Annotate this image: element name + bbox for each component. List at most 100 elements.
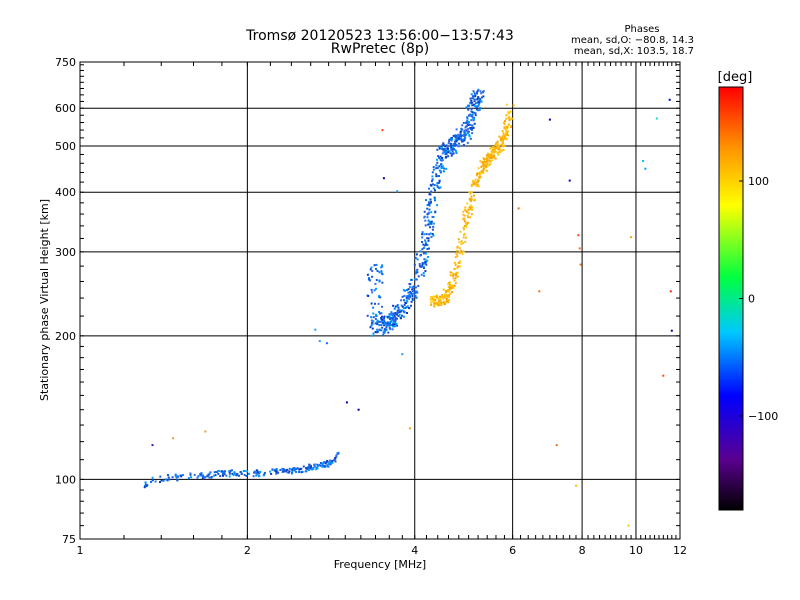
o-upper-point [464,129,467,132]
o-trace-point [162,479,165,482]
o-upper-point [477,96,480,99]
o-trace-point [259,470,262,473]
o-upper-point [429,226,431,229]
x-trace-point [507,134,509,137]
o-trace-point [213,474,215,477]
o-upper-point [390,323,393,326]
x-trace-point [470,191,473,194]
o-trace-point [217,473,220,475]
x-trace-point [469,208,472,211]
o-upper-point [459,131,462,133]
o-upper-point [436,158,438,161]
x-trace-point [487,164,490,167]
o-trace-point [285,470,288,473]
o-upper-point [439,171,442,174]
x-trace-point [458,241,461,244]
o-trace-point [315,468,318,471]
y-tick-label: 75 [62,533,76,546]
isolated-point [644,167,647,170]
o-upper-point [436,161,439,164]
o-upper-point [431,183,434,186]
o-trace-point [319,462,322,464]
x-trace-point [497,146,499,149]
o-upper-point [448,140,451,143]
x-trace-point [498,135,501,138]
x-axis-label: Frequency [MHz] [334,558,426,571]
o-upper-point [423,267,425,270]
o-patch-point [370,288,373,291]
o-upper-point [404,306,407,309]
x-trace-point [506,125,509,128]
o-upper-point [455,128,458,131]
o-upper-point [470,119,473,122]
o-upper-point [427,223,430,226]
o-upper-point [482,90,485,93]
o-upper-point [425,199,427,202]
x-trace-point [473,180,476,183]
o-upper-point [409,291,412,293]
o-upper-point [403,310,406,313]
x-trace-point [475,181,478,184]
o-upper-point [426,248,429,250]
x-trace-point [458,250,461,253]
x-trace-point [430,303,433,306]
o-upper-point [444,149,447,152]
x-trace-point [444,301,447,304]
x-trace-point [470,213,473,216]
o-trace-point [277,471,280,474]
x-trace-point [472,182,475,185]
x-trace-point [461,242,464,245]
x-trace-point [490,155,493,158]
x-trace-point [443,301,445,304]
o-upper-point [401,314,403,317]
o-upper-point [398,309,401,312]
o-upper-point [406,300,409,303]
o-upper-point [432,225,435,228]
o-upper-point [421,264,424,267]
o-trace-point [269,470,272,473]
o-upper-point [397,315,400,317]
o-upper-point [480,92,483,95]
x-trace-point [462,217,465,220]
o-upper-point [440,146,443,149]
grid-lines [80,62,680,539]
o-upper-point [372,332,375,335]
x-trace-point [501,130,504,132]
o-upper-point [389,313,392,316]
x-trace-point [449,292,452,295]
x-trace-point [434,302,436,305]
o-upper-point [432,166,435,169]
o-trace-point [319,464,322,467]
o-trace-point [255,469,258,472]
o-upper-point [383,317,385,320]
o-upper-point [395,322,398,325]
x-trace-point [459,230,462,233]
o-upper-point [423,210,426,213]
o-upper-point [410,292,413,295]
o-upper-point [392,312,395,315]
x-trace-point [479,171,482,174]
o-upper-point [400,310,403,313]
x-trace-point [489,163,492,166]
o-trace-point [206,475,209,478]
o-upper-point [431,228,434,231]
o-upper-point [421,262,424,264]
o-upper-point [447,155,450,158]
o-trace-point [228,470,231,473]
x-trace-point [454,264,457,267]
o-upper-point [443,167,446,170]
o-upper-point [453,140,456,143]
o-upper-point [438,145,441,148]
o-patch-point [370,324,373,327]
o-upper-point [382,334,385,337]
o-patch-point [380,270,383,273]
o-patch-point [377,302,380,305]
x-trace-point [507,124,510,127]
x-trace-point [463,232,466,235]
o-trace-point [288,470,291,473]
x-trace-point [475,185,478,187]
x-trace-point [479,176,482,179]
o-trace-point [300,471,303,474]
o-upper-point [407,288,410,291]
o-upper-point [426,244,429,247]
